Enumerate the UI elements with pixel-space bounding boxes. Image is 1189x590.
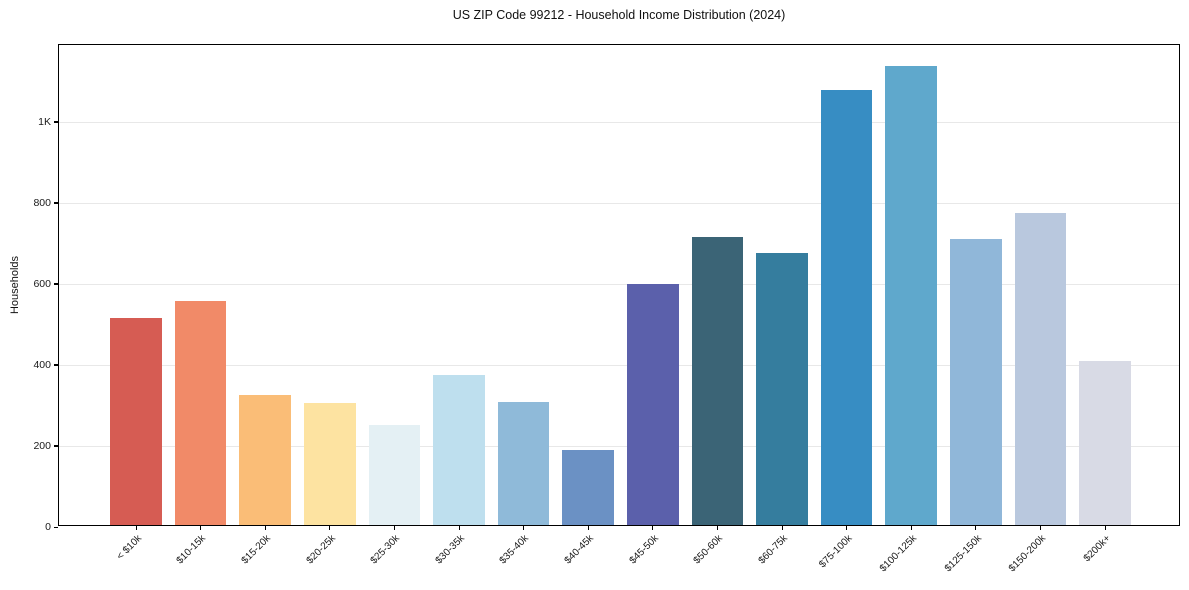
x-tick-mark	[910, 525, 912, 530]
x-tick-label: < $10k	[114, 533, 144, 563]
bar-100-125k	[885, 65, 938, 525]
x-tick-label: $20-25k	[304, 533, 338, 567]
bar-10-15k	[174, 300, 227, 525]
gridline	[59, 202, 1179, 204]
y-tick-label: 0	[45, 521, 51, 533]
y-tick-mark	[53, 526, 58, 528]
gridline	[59, 445, 1179, 447]
bar-30-35k	[433, 375, 485, 525]
x-tick-mark	[716, 525, 719, 530]
x-tick-mark	[264, 525, 266, 530]
x-tick-mark	[975, 525, 977, 530]
bar-25-30k	[368, 425, 421, 525]
x-tick-mark	[781, 525, 783, 530]
y-tick-mark	[53, 121, 58, 123]
x-tick-mark	[846, 525, 848, 530]
bar-15-20k	[239, 394, 292, 525]
bar-60-75k	[756, 252, 808, 525]
x-tick-label: $35-40k	[498, 533, 532, 567]
x-tick-mark	[652, 525, 654, 530]
y-tick-mark	[53, 283, 58, 285]
gridline	[59, 364, 1179, 366]
x-tick-label: $10-15k	[175, 533, 209, 567]
x-tick-label: $150-200k	[1006, 533, 1049, 575]
y-tick-label: 400	[33, 358, 51, 371]
bar-20-25k	[303, 403, 356, 525]
x-tick-mark	[458, 525, 460, 530]
bar-40-45k	[562, 450, 615, 525]
y-tick-mark	[53, 364, 58, 366]
x-tick-label: $50-60k	[691, 533, 726, 567]
bar-125-150k	[949, 239, 1002, 525]
x-tick-mark	[523, 525, 525, 530]
x-tick-label: $30-35k	[433, 533, 467, 567]
x-tick-mark	[1039, 525, 1042, 530]
x-tick-mark	[135, 525, 137, 530]
x-tick-label: $15-20k	[239, 533, 273, 567]
bar-50-60k	[691, 237, 744, 525]
bar-200k	[1079, 361, 1131, 525]
x-tick-label: $125-150k	[942, 533, 984, 575]
x-tick-mark	[329, 525, 331, 530]
x-tick-mark	[1104, 525, 1106, 530]
y-axis-label: Households	[9, 255, 21, 315]
bar-35-40k	[497, 402, 550, 525]
gridline	[59, 283, 1179, 285]
x-tick-mark	[200, 525, 202, 530]
y-tick-mark	[53, 202, 58, 204]
x-tick-mark	[393, 525, 396, 530]
x-tick-label: $40-45k	[562, 533, 596, 567]
y-tick-mark	[53, 445, 58, 447]
y-tick-label: 800	[33, 196, 51, 209]
x-tick-label: $60-75k	[756, 533, 790, 567]
x-tick-label: $25-30k	[368, 533, 403, 567]
x-tick-mark	[587, 525, 589, 530]
y-tick-label: 1K	[38, 115, 51, 128]
x-tick-label: $45-50k	[627, 533, 661, 567]
x-tick-label: $75-100k	[817, 533, 855, 571]
plot-area: 0 200 400 600 800 1K < $10k $10-15k $15-20k $20-2…	[33, 44, 1180, 574]
x-tick-label: $100-125k	[877, 533, 919, 575]
y-tick-label: 600	[33, 277, 51, 290]
gridline	[59, 121, 1179, 123]
bar-10k	[110, 318, 162, 525]
x-tick-label: $200k+	[1081, 533, 1113, 565]
bar-150-200k	[1014, 212, 1067, 525]
y-tick-label: 200	[33, 439, 51, 452]
chart-title: US ZIP Code 99212 - Household Income Dis…	[452, 8, 786, 22]
bar-75-100k	[820, 90, 873, 525]
bar-45-50k	[626, 284, 679, 525]
